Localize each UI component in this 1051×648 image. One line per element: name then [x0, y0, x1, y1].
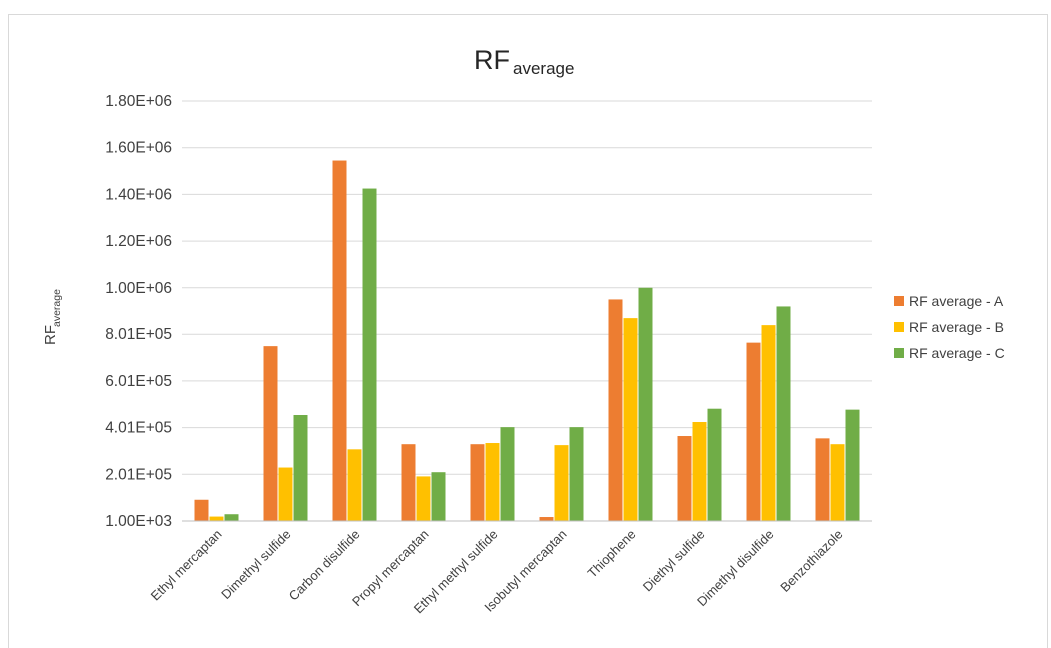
- bar: [608, 299, 623, 521]
- chart-frame: [8, 14, 1048, 648]
- bar: [224, 514, 239, 521]
- bar: [746, 342, 761, 521]
- bar: [263, 346, 278, 521]
- x-tick-label: Thiophene: [585, 527, 639, 581]
- x-tick-label: Carbon disulfide: [286, 527, 363, 604]
- legend-swatch: [894, 296, 904, 306]
- y-axis-ticks: 1.00E+03 2.01E+05 4.01E+05 6.01E+05 8.01E+05…: [105, 93, 172, 530]
- legend-label: RF average - A: [909, 293, 1004, 309]
- bar: [677, 436, 692, 521]
- legend-swatch: [894, 348, 904, 358]
- y-axis-label-subscript: average: [51, 289, 63, 327]
- y-tick-label: 4.01E+05: [105, 420, 172, 437]
- bar: [470, 444, 485, 521]
- y-tick-label: 1.80E+06: [105, 93, 172, 110]
- bar: [332, 160, 347, 521]
- bar: [776, 306, 791, 521]
- bar: [194, 499, 209, 521]
- bar: [485, 443, 500, 521]
- bar: [569, 427, 584, 521]
- bar: [554, 445, 569, 521]
- y-tick-label: 1.00E+06: [105, 280, 172, 297]
- x-tick-label: Dimethyl sulfide: [218, 527, 293, 602]
- bar: [293, 415, 308, 521]
- x-tick-label: Benzothiazole: [777, 527, 845, 595]
- legend-label: RF average - C: [909, 345, 1005, 361]
- y-axis-label-text: RF: [42, 325, 59, 345]
- bar: [401, 444, 416, 521]
- bar: [539, 517, 554, 521]
- x-tick-label: Dimethyl disulfide: [694, 527, 777, 610]
- y-tick-label: 1.40E+06: [105, 186, 172, 203]
- chart-title-text: RF: [474, 45, 510, 75]
- y-tick-label: 8.01E+05: [105, 326, 172, 343]
- bar: [278, 467, 293, 521]
- bar: [347, 449, 362, 521]
- bar: [845, 409, 860, 521]
- chart-title-subscript: average: [513, 59, 574, 78]
- y-tick-label: 1.00E+03: [105, 513, 172, 530]
- bar: [209, 516, 224, 521]
- legend-swatch: [894, 322, 904, 332]
- x-tick-label: Diethyl sulfide: [640, 527, 708, 595]
- bar: [707, 408, 722, 521]
- bar: [362, 188, 377, 521]
- x-tick-label: Ethyl mercaptan: [148, 527, 225, 604]
- bar: [692, 422, 707, 521]
- y-tick-label: 1.20E+06: [105, 233, 172, 250]
- bar: [500, 427, 515, 521]
- bar: [431, 472, 446, 521]
- bar: [815, 438, 830, 521]
- y-axis-label: RF average: [42, 289, 63, 345]
- y-tick-label: 1.60E+06: [105, 140, 172, 157]
- bar: [416, 476, 431, 521]
- y-tick-label: 2.01E+05: [105, 466, 172, 483]
- legend-label: RF average - B: [909, 319, 1004, 335]
- y-tick-label: 6.01E+05: [105, 373, 172, 390]
- bar: [761, 325, 776, 521]
- bars: [194, 160, 860, 521]
- bar: [830, 444, 845, 521]
- bar: [623, 318, 638, 521]
- chart-title: RF average: [474, 45, 574, 78]
- bar: [638, 287, 653, 521]
- legend: RF average - A RF average - B RF average -…: [894, 293, 1005, 361]
